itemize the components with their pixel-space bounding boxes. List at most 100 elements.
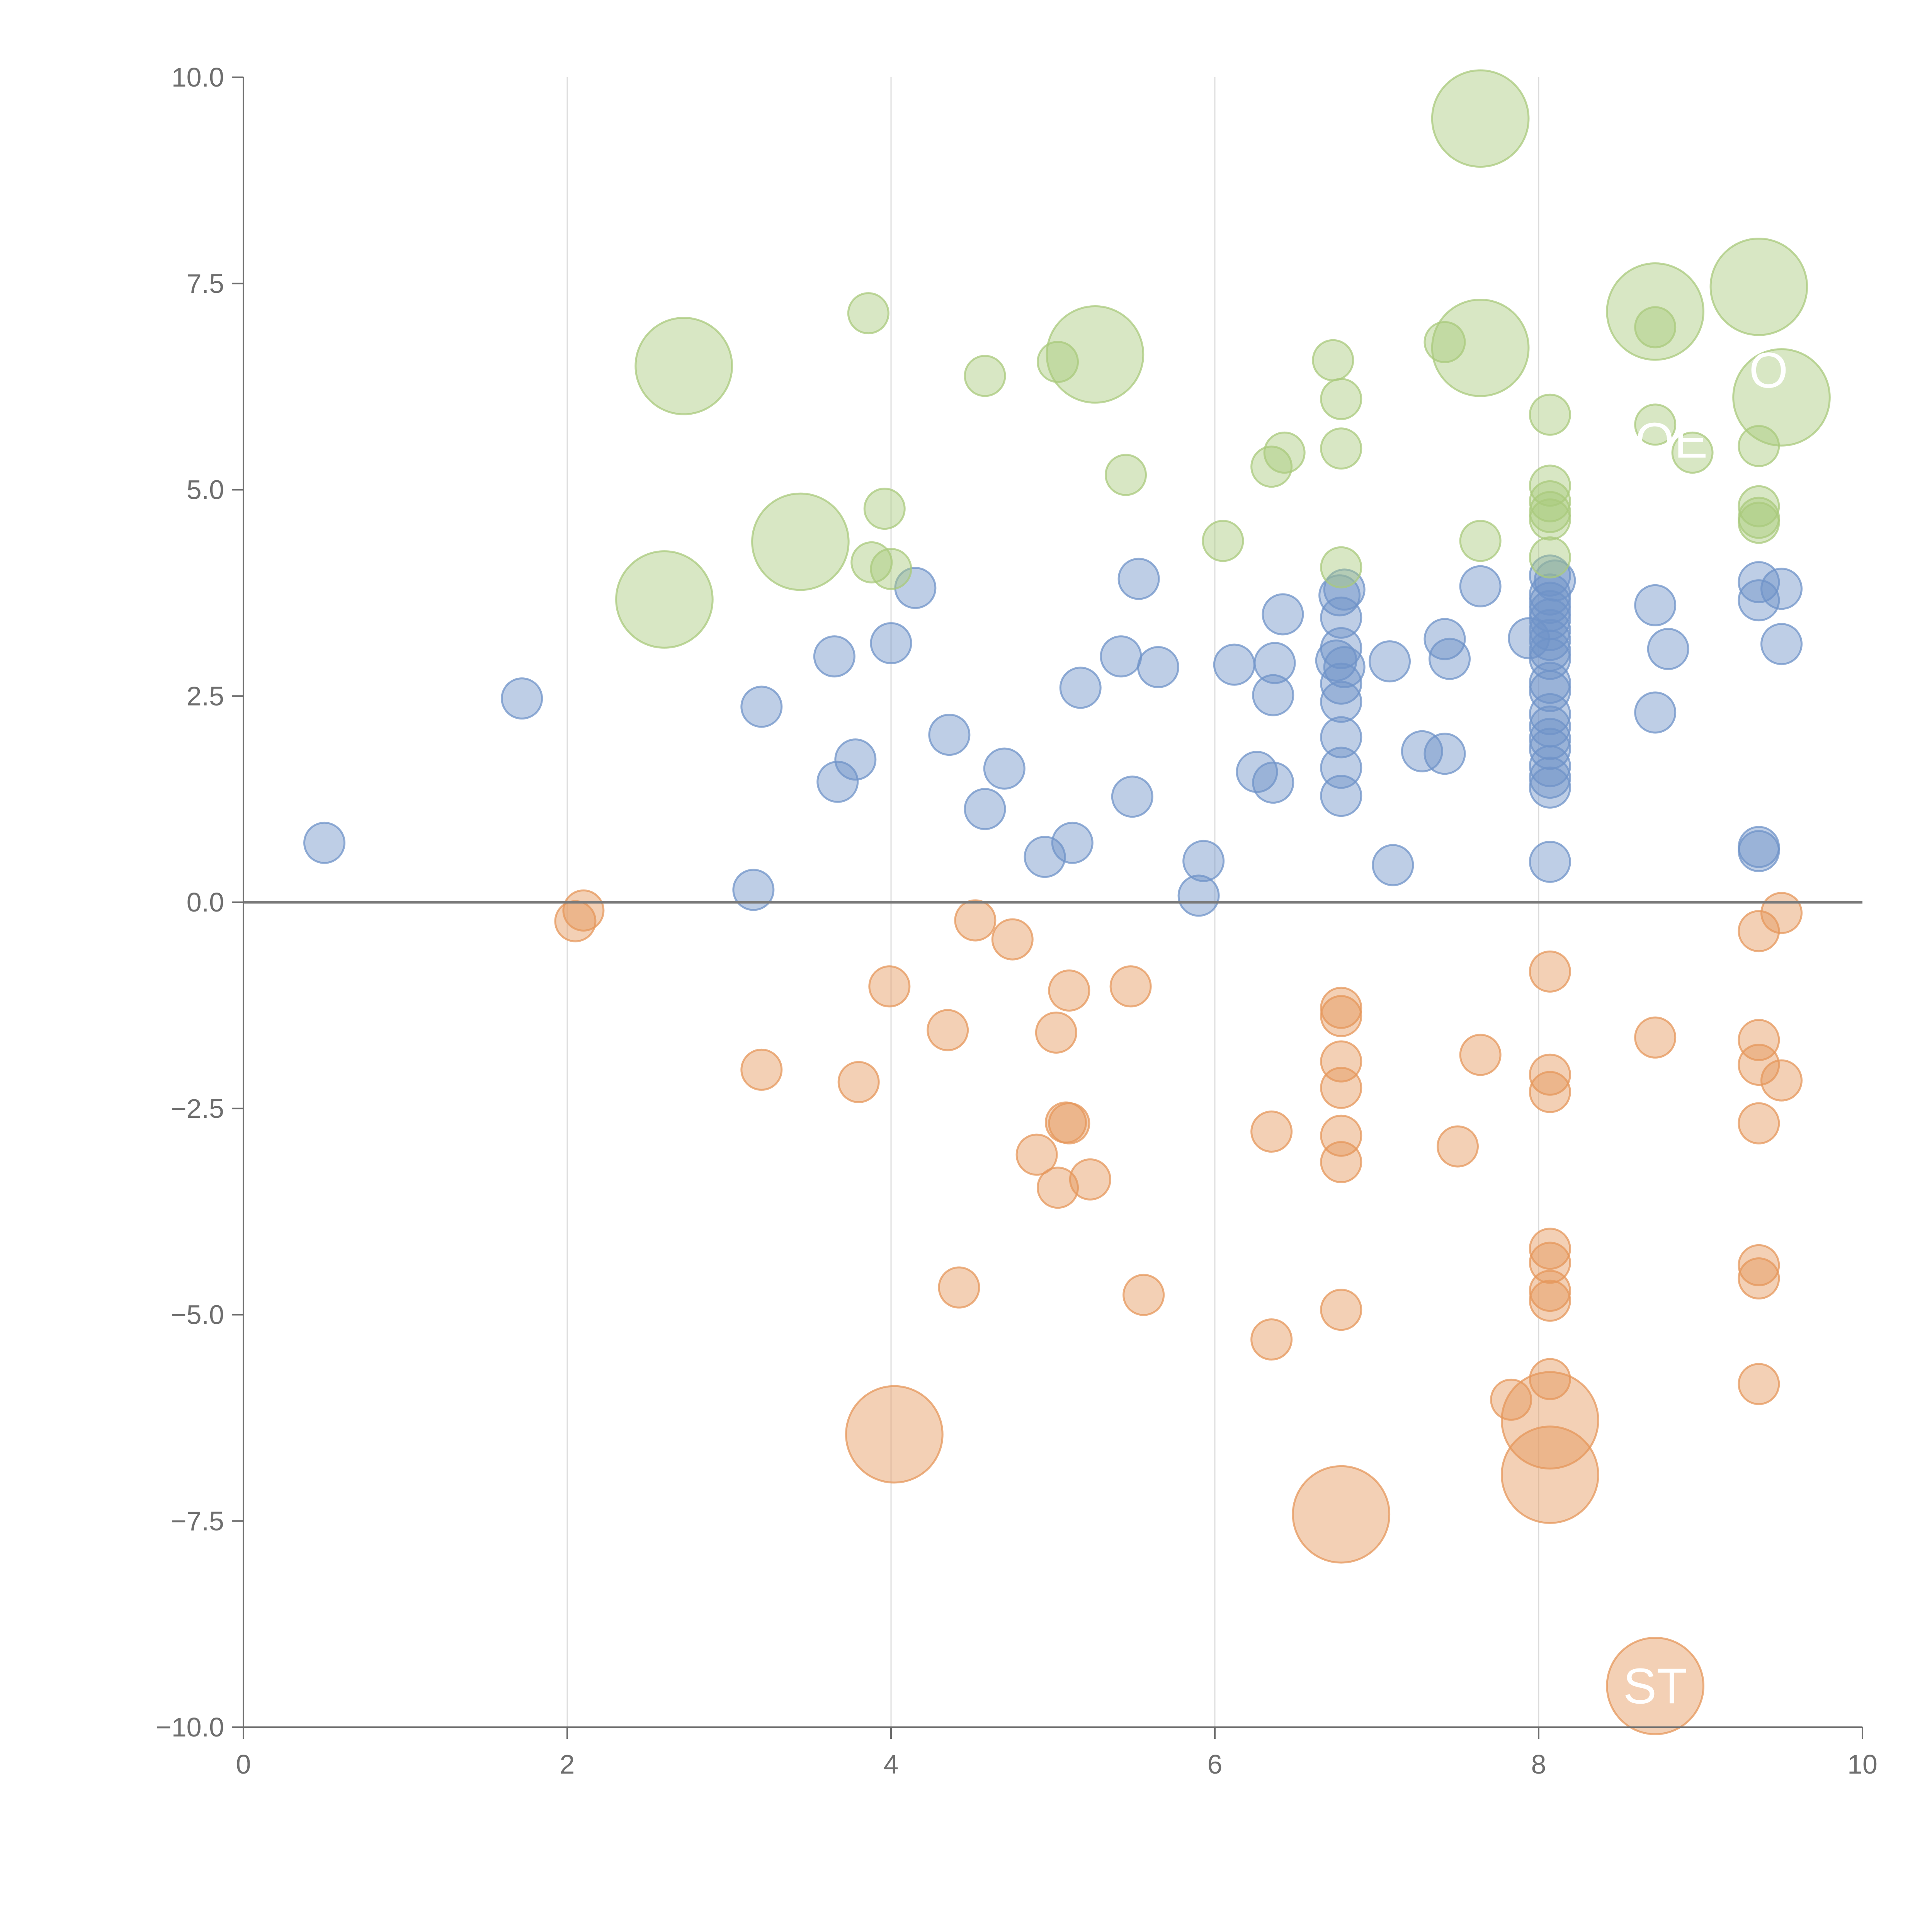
orange-bubble	[1109, 965, 1152, 1008]
orange-bubble	[1738, 1019, 1780, 1061]
orange-bubble	[1037, 1167, 1079, 1209]
orange-bubble	[1250, 1318, 1293, 1361]
bubble-annotation: ST	[1623, 1658, 1687, 1714]
blue-bubble	[1372, 844, 1414, 886]
blue-bubble	[1320, 662, 1362, 705]
green-bubble	[1529, 480, 1571, 522]
orange-bubble	[1606, 1636, 1704, 1735]
blue-bubble	[1182, 840, 1225, 882]
blue-bubble	[1253, 642, 1296, 684]
orange-bubble	[1529, 1053, 1571, 1096]
orange-bubble	[954, 899, 997, 942]
blue-bubble	[501, 677, 543, 720]
blue-bubble	[1529, 693, 1571, 735]
blue-bubble	[870, 622, 912, 665]
green-bubble	[1320, 378, 1362, 420]
orange-bubble	[562, 889, 605, 932]
orange-bubble	[845, 1385, 944, 1484]
y-tick-label: −10.0	[156, 1712, 224, 1742]
blue-bubble	[1459, 565, 1502, 607]
x-tick-label: 4	[884, 1749, 899, 1779]
blue-bubble	[1177, 874, 1220, 917]
blue-bubble	[1401, 730, 1443, 772]
blue-bubble	[732, 869, 775, 911]
green-bubble	[1634, 306, 1677, 349]
blue-bubble	[1111, 776, 1153, 818]
green-bubble	[615, 550, 714, 649]
orange-bubble	[1501, 1371, 1599, 1470]
orange-bubble	[1250, 1111, 1293, 1153]
blue-bubble	[983, 747, 1026, 790]
blue-bubble	[1059, 667, 1102, 709]
blue-bubble	[1051, 821, 1094, 864]
blue-bubble	[1323, 568, 1366, 611]
x-tick-label: 8	[1531, 1749, 1546, 1779]
orange-bubble	[1529, 1228, 1571, 1270]
orange-bubble	[938, 1266, 980, 1309]
blue-bubble	[816, 760, 859, 803]
blue-bubble	[1423, 733, 1466, 775]
orange-bubble	[1292, 1465, 1391, 1564]
orange-bubble	[1529, 950, 1571, 993]
blue-bubble	[1529, 638, 1571, 680]
green-bubble	[1529, 536, 1571, 579]
blue-bubble	[834, 738, 877, 781]
blue-bubble	[1529, 728, 1571, 770]
blue-bubble	[1252, 761, 1294, 804]
orange-bubble	[1738, 1102, 1780, 1145]
y-tick-label: 10.0	[172, 62, 224, 92]
blue-bubble	[1429, 638, 1471, 680]
green-bubble	[1202, 520, 1244, 562]
blue-bubble	[303, 821, 345, 864]
y-tick-label: −5.0	[171, 1300, 224, 1330]
blue-bubble	[1529, 745, 1571, 787]
orange-bubble	[1501, 1425, 1599, 1524]
y-tick-label: 0.0	[187, 887, 224, 917]
bubbles-layer	[303, 69, 1831, 1735]
blue-bubble	[1320, 775, 1362, 817]
orange-bubble	[1760, 1059, 1803, 1102]
orange-bubble	[991, 918, 1034, 961]
orange-bubble	[1529, 1270, 1571, 1312]
orange-bubble	[1738, 1044, 1780, 1086]
blue-bubble	[1738, 579, 1780, 622]
green-bubble	[1459, 520, 1502, 562]
y-tick-label: 2.5	[187, 681, 224, 711]
blue-bubble	[1738, 830, 1780, 872]
orange-bubble	[1320, 1141, 1362, 1184]
blue-bubble	[1529, 766, 1571, 809]
blue-bubble	[1100, 635, 1142, 678]
orange-bubble	[1634, 1016, 1677, 1059]
blue-bubble	[813, 635, 855, 678]
orange-bubble	[740, 1048, 783, 1091]
orange-bubble	[1320, 1066, 1362, 1109]
orange-bubble	[1738, 1244, 1780, 1286]
green-bubble	[1671, 431, 1714, 474]
blue-bubble	[1213, 643, 1255, 686]
x-tick-label: 10	[1847, 1749, 1878, 1779]
blue-bubble	[1647, 628, 1689, 670]
green-bubble	[1250, 446, 1293, 488]
green-bubble	[1738, 502, 1780, 544]
blue-bubble	[1323, 646, 1366, 689]
orange-bubble	[1122, 1274, 1165, 1316]
green-bubble	[634, 316, 733, 415]
blue-bubble	[1137, 646, 1179, 689]
orange-bubble	[1069, 1158, 1111, 1201]
orange-bubble	[1490, 1378, 1532, 1421]
orange-bubble	[1760, 892, 1803, 934]
orange-bubble	[1738, 910, 1780, 952]
blue-bubble	[1634, 691, 1677, 734]
y-tick-label: −2.5	[171, 1094, 224, 1124]
blue-bubble	[1369, 640, 1411, 683]
orange-bubble	[1320, 1289, 1362, 1331]
bubble-annotation: OE	[1635, 412, 1708, 468]
blue-bubble	[1634, 584, 1677, 626]
blue-bubble	[1529, 619, 1571, 661]
y-tick-label: −7.5	[171, 1506, 224, 1536]
orange-bubble	[1320, 995, 1362, 1037]
orange-bubble	[927, 1009, 969, 1051]
blue-bubble	[1760, 623, 1803, 665]
x-tick-label: 6	[1208, 1749, 1223, 1779]
